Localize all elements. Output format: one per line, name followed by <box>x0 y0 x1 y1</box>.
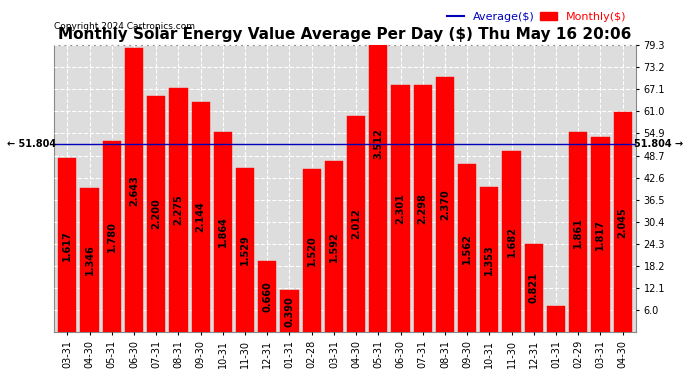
Text: 3.512: 3.512 <box>373 128 384 159</box>
Text: ← 51.804: ← 51.804 <box>7 140 57 149</box>
Bar <box>569 132 587 332</box>
Text: 1.817: 1.817 <box>595 219 605 250</box>
Text: 1.529: 1.529 <box>240 235 250 266</box>
Text: 2.275: 2.275 <box>173 195 184 225</box>
Bar <box>258 261 277 332</box>
Bar <box>436 78 454 332</box>
Text: 0.660: 0.660 <box>262 281 273 312</box>
Bar <box>81 188 99 332</box>
Bar <box>458 164 476 332</box>
Text: 2.643: 2.643 <box>129 175 139 206</box>
Bar <box>502 152 521 332</box>
Text: 1.682: 1.682 <box>506 226 517 257</box>
Text: 1.346: 1.346 <box>85 244 95 275</box>
Bar <box>547 306 565 332</box>
Text: 1.780: 1.780 <box>107 221 117 252</box>
Bar <box>303 169 321 332</box>
Bar <box>591 137 609 332</box>
Text: 1.353: 1.353 <box>484 244 494 275</box>
Text: Copyright 2024 Cartronics.com: Copyright 2024 Cartronics.com <box>54 22 195 31</box>
Text: 1.520: 1.520 <box>306 235 317 266</box>
Bar <box>214 132 232 332</box>
Bar <box>236 168 254 332</box>
Text: 2.301: 2.301 <box>395 193 406 224</box>
Text: 2.144: 2.144 <box>196 202 206 232</box>
Text: 1.864: 1.864 <box>218 217 228 248</box>
Bar <box>125 48 143 332</box>
Bar <box>169 88 188 332</box>
Bar <box>347 116 365 332</box>
Bar <box>413 85 432 332</box>
Text: 2.298: 2.298 <box>417 193 428 224</box>
Bar <box>58 158 77 332</box>
Title: Monthly Solar Energy Value Average Per Day ($) Thu May 16 20:06: Monthly Solar Energy Value Average Per D… <box>59 27 631 42</box>
Text: 0.390: 0.390 <box>284 296 295 327</box>
Text: 51.804 →: 51.804 → <box>633 140 683 149</box>
Text: 1.861: 1.861 <box>573 217 583 248</box>
Bar <box>369 0 387 332</box>
Text: 2.012: 2.012 <box>351 209 361 239</box>
Bar <box>480 187 498 332</box>
Bar <box>613 112 632 332</box>
Bar <box>280 290 299 332</box>
Text: 2.200: 2.200 <box>151 199 161 230</box>
Legend: Average($), Monthly($): Average($), Monthly($) <box>442 7 631 26</box>
Bar <box>391 85 410 332</box>
Text: 0.821: 0.821 <box>529 273 539 303</box>
Text: 1.562: 1.562 <box>462 233 472 264</box>
Text: 1.617: 1.617 <box>62 230 72 261</box>
Text: 2.045: 2.045 <box>618 207 628 238</box>
Text: 2.370: 2.370 <box>440 189 450 220</box>
Text: 1.592: 1.592 <box>329 231 339 262</box>
Bar <box>325 161 343 332</box>
Bar <box>103 141 121 332</box>
Bar <box>524 244 543 332</box>
Bar <box>147 96 166 332</box>
Bar <box>192 102 210 332</box>
